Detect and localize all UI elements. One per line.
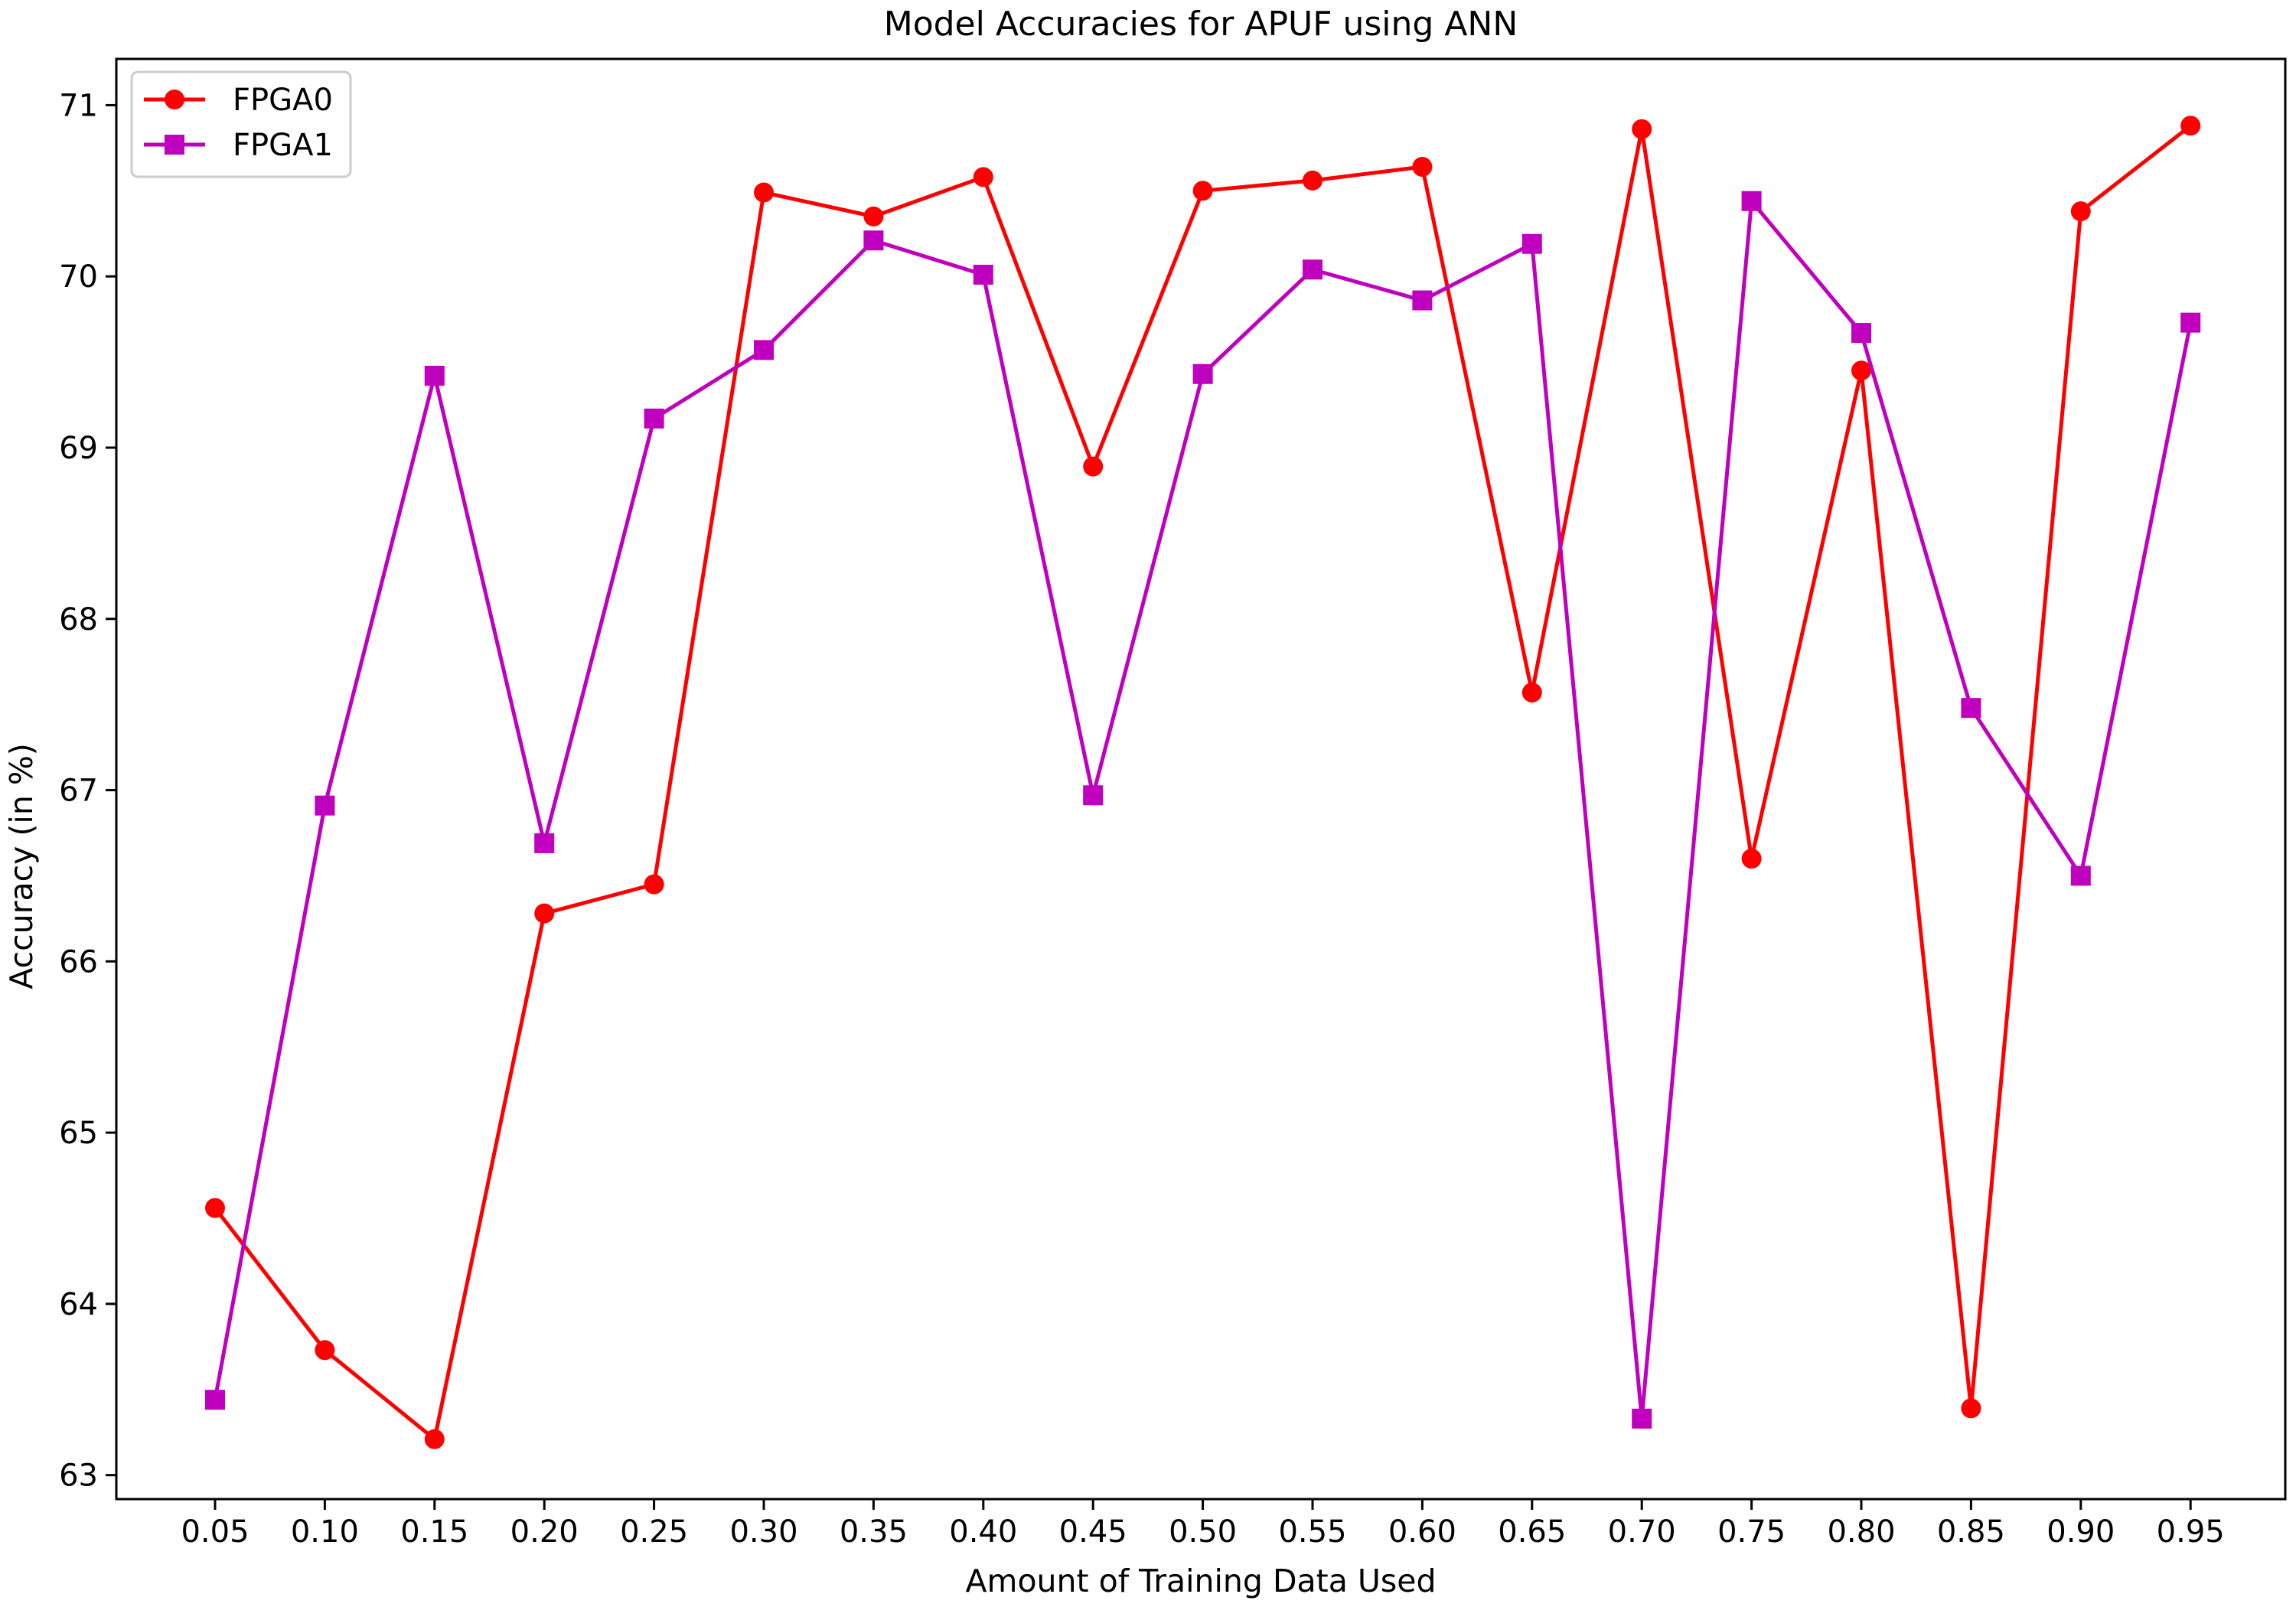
y-tick-label: 64 — [59, 1287, 98, 1322]
plot-frame — [115, 57, 2287, 1501]
x-tick-label: 0.75 — [1717, 1514, 1786, 1550]
data-point-fpga0 — [1961, 1398, 1981, 1419]
data-point-fpga1 — [205, 1390, 225, 1410]
data-point-fpga0 — [1632, 119, 1652, 139]
data-point-fpga0 — [2070, 201, 2091, 222]
data-point-fpga0 — [2180, 116, 2201, 136]
legend-marker-fpga1 — [165, 135, 184, 155]
data-point-fpga1 — [424, 365, 445, 386]
legend: FPGA0 FPGA1 — [130, 70, 352, 178]
x-tick-label: 0.55 — [1278, 1514, 1346, 1550]
chart-title: Model Accuracies for APUF using ANN — [884, 5, 1518, 44]
x-tick-label: 0.60 — [1388, 1514, 1456, 1550]
x-tick-label: 0.70 — [1608, 1514, 1676, 1550]
legend-marker-fpga0 — [165, 90, 184, 109]
data-point-fpga1 — [754, 340, 774, 360]
data-point-fpga1 — [1521, 233, 1542, 254]
data-point-fpga1 — [1851, 323, 1871, 344]
x-tick-label: 0.35 — [840, 1514, 908, 1550]
y-axis-label: Accuracy (in %) — [3, 743, 40, 989]
x-tick-label: 0.20 — [510, 1514, 579, 1550]
x-tick-label: 0.10 — [291, 1514, 359, 1550]
x-tick-label: 0.50 — [1169, 1514, 1237, 1550]
series-layer — [205, 116, 2201, 1449]
data-point-fpga1 — [1303, 259, 1322, 280]
legend-label-fpga1: FPGA1 — [233, 128, 333, 163]
data-point-fpga0 — [1521, 682, 1542, 702]
data-point-fpga1 — [1741, 191, 1762, 211]
y-tick-label: 65 — [59, 1116, 98, 1151]
data-point-fpga1 — [2180, 312, 2201, 333]
data-point-fpga0 — [1741, 849, 1762, 869]
data-point-fpga0 — [863, 206, 884, 227]
data-point-fpga1 — [863, 230, 884, 251]
data-point-fpga0 — [424, 1429, 445, 1449]
x-tick-label: 0.15 — [400, 1514, 468, 1550]
data-point-fpga1 — [644, 408, 664, 429]
data-point-fpga0 — [1303, 170, 1322, 191]
x-tick-label: 0.95 — [2157, 1514, 2225, 1550]
x-axis-label: Amount of Training Data Used — [965, 1563, 1436, 1599]
data-point-fpga0 — [1192, 181, 1213, 201]
x-tick-label: 0.05 — [181, 1514, 249, 1550]
axis-ticks: 0.05 0.10 0.15 0.20 0.25 0.30 0.35 0.40 0.45 0.50… — [59, 88, 2225, 1550]
data-point-fpga0 — [973, 167, 993, 187]
data-point-fpga0 — [1412, 156, 1433, 177]
data-point-fpga0 — [644, 874, 664, 895]
data-point-fpga1 — [1632, 1408, 1652, 1429]
data-point-fpga1 — [1412, 290, 1433, 311]
data-point-fpga0 — [534, 903, 555, 924]
data-point-fpga1 — [1083, 785, 1104, 806]
x-tick-label: 0.90 — [2047, 1514, 2115, 1550]
x-tick-label: 0.25 — [620, 1514, 688, 1550]
x-tick-label: 0.45 — [1059, 1514, 1127, 1550]
data-point-fpga0 — [1851, 360, 1871, 381]
data-point-fpga0 — [1083, 456, 1104, 477]
x-tick-label: 0.40 — [949, 1514, 1017, 1550]
y-tick-label: 67 — [59, 774, 98, 809]
y-tick-label: 71 — [59, 88, 98, 123]
x-tick-label: 0.30 — [729, 1514, 797, 1550]
x-tick-label: 0.65 — [1498, 1514, 1566, 1550]
data-point-fpga1 — [1192, 363, 1213, 384]
data-point-fpga1 — [973, 264, 993, 285]
y-tick-label: 63 — [59, 1459, 98, 1494]
legend-label-fpga0: FPGA0 — [233, 83, 333, 118]
x-tick-label: 0.80 — [1827, 1514, 1895, 1550]
y-tick-label: 66 — [59, 944, 98, 980]
data-point-fpga0 — [754, 182, 774, 203]
data-point-fpga1 — [315, 795, 335, 816]
x-tick-label: 0.85 — [1937, 1514, 2005, 1550]
data-point-fpga1 — [534, 833, 555, 853]
y-tick-label: 68 — [59, 602, 98, 637]
data-point-fpga0 — [205, 1198, 225, 1218]
y-tick-label: 69 — [59, 431, 98, 466]
y-tick-label: 70 — [59, 259, 98, 295]
data-point-fpga0 — [315, 1340, 335, 1361]
data-point-fpga1 — [2070, 865, 2091, 886]
data-point-fpga1 — [1961, 698, 1981, 719]
